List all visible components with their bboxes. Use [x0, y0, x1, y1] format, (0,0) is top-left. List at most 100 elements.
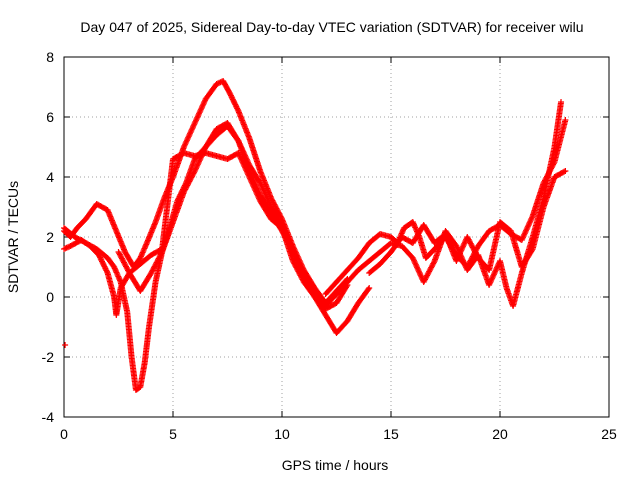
- data-point-marker: [414, 264, 421, 271]
- data-point-marker: [473, 251, 480, 258]
- data-point-marker: [422, 276, 429, 283]
- data-point-marker: [460, 242, 467, 248]
- data-point-marker: [195, 112, 202, 118]
- data-point-marker: [192, 118, 199, 125]
- data-point-marker: [414, 265, 421, 272]
- y-tick-label: -4: [42, 409, 55, 425]
- data-point-marker: [459, 244, 466, 251]
- data-point-marker: [236, 140, 243, 147]
- series-satellite-track-2: [61, 123, 373, 393]
- data-point-marker: [240, 160, 247, 167]
- data-point-marker: [521, 230, 528, 237]
- data-point-marker: [189, 125, 196, 132]
- data-point-marker: [525, 222, 532, 229]
- data-point-marker: [157, 252, 164, 259]
- data-point-marker: [155, 256, 162, 263]
- data-point-marker: [188, 126, 195, 133]
- data-point-marker: [488, 276, 495, 283]
- data-point-marker: [183, 183, 190, 190]
- data-point-marker: [493, 266, 500, 272]
- data-point-marker: [470, 245, 477, 252]
- data-point-marker: [486, 282, 493, 288]
- data-point-marker: [243, 168, 250, 175]
- data-point-marker: [187, 129, 194, 136]
- data-point-marker: [420, 279, 427, 285]
- data-point-marker: [240, 162, 247, 168]
- data-point-marker: [200, 101, 207, 108]
- data-point-marker: [264, 196, 271, 202]
- data-point-marker: [365, 286, 372, 293]
- data-point-marker: [103, 268, 110, 275]
- x-tick-label: 20: [492, 426, 508, 442]
- data-point-marker: [489, 275, 496, 282]
- data-point-marker: [286, 239, 293, 246]
- x-tick-label: 15: [383, 426, 399, 442]
- data-point-marker: [201, 146, 208, 153]
- chart-title: Day 047 of 2025, Sidereal Day-to-day VTE…: [80, 19, 583, 35]
- data-point-marker: [197, 154, 204, 161]
- data-point-marker: [186, 130, 193, 137]
- data-point-marker: [289, 244, 296, 251]
- data-point-marker: [487, 278, 494, 284]
- data-point-marker: [235, 138, 242, 144]
- data-point-marker: [491, 270, 498, 276]
- data-point-marker: [521, 231, 528, 238]
- data-point-marker: [457, 250, 464, 256]
- data-point-marker: [453, 258, 460, 264]
- data-point-marker: [239, 146, 246, 152]
- data-point-marker: [243, 155, 250, 162]
- series-satellite-track-6: [344, 99, 565, 309]
- data-point-marker: [522, 229, 529, 235]
- data-point-marker: [119, 256, 126, 263]
- data-point-marker: [242, 164, 249, 171]
- data-point-marker: [288, 242, 295, 248]
- data-point-marker: [244, 158, 251, 164]
- data-point-marker: [562, 168, 569, 174]
- data-point-marker: [280, 226, 287, 232]
- data-point-marker: [197, 156, 204, 162]
- data-point-marker: [247, 176, 254, 183]
- data-point-marker: [523, 226, 530, 233]
- data-point-marker: [472, 249, 479, 256]
- data-point-marker: [185, 134, 192, 141]
- data-point-marker: [528, 215, 535, 222]
- data-point-marker: [148, 270, 155, 276]
- data-point-marker: [198, 153, 205, 160]
- data-point-marker: [490, 271, 497, 278]
- data-point-marker: [429, 261, 436, 268]
- data-point-marker: [458, 246, 465, 252]
- data-point-marker: [191, 120, 198, 126]
- data-point-marker: [249, 180, 256, 187]
- data-point-marker: [461, 239, 468, 246]
- data-point-marker: [461, 260, 468, 267]
- y-tick-label: -2: [42, 349, 55, 365]
- data-point-marker: [117, 252, 124, 259]
- data-point-marker: [154, 258, 161, 265]
- data-point-marker: [181, 142, 188, 149]
- data-point-marker: [430, 259, 437, 266]
- data-point-marker: [152, 262, 159, 269]
- data-point-marker: [188, 174, 195, 181]
- data-point-marker: [489, 274, 496, 280]
- data-points: [61, 78, 569, 393]
- data-point-marker: [415, 267, 422, 273]
- data-point-marker: [192, 166, 199, 173]
- data-point-marker: [150, 264, 157, 271]
- data-point-marker: [424, 272, 431, 279]
- data-point-marker: [185, 179, 192, 186]
- data-point-marker: [263, 193, 270, 200]
- data-point-marker: [465, 236, 472, 243]
- data-point-marker: [519, 235, 526, 242]
- data-point-marker: [263, 194, 270, 201]
- data-point-marker: [189, 173, 196, 180]
- data-point-marker: [245, 171, 252, 178]
- x-tick-label: 10: [274, 426, 290, 442]
- data-point-marker: [460, 257, 467, 264]
- data-point-marker: [189, 124, 196, 130]
- data-point-marker: [193, 165, 200, 172]
- data-point-marker: [283, 231, 290, 238]
- data-point-marker: [523, 227, 530, 234]
- data-point-marker: [193, 117, 200, 124]
- data-point-marker: [198, 105, 205, 112]
- data-point-marker: [468, 241, 475, 248]
